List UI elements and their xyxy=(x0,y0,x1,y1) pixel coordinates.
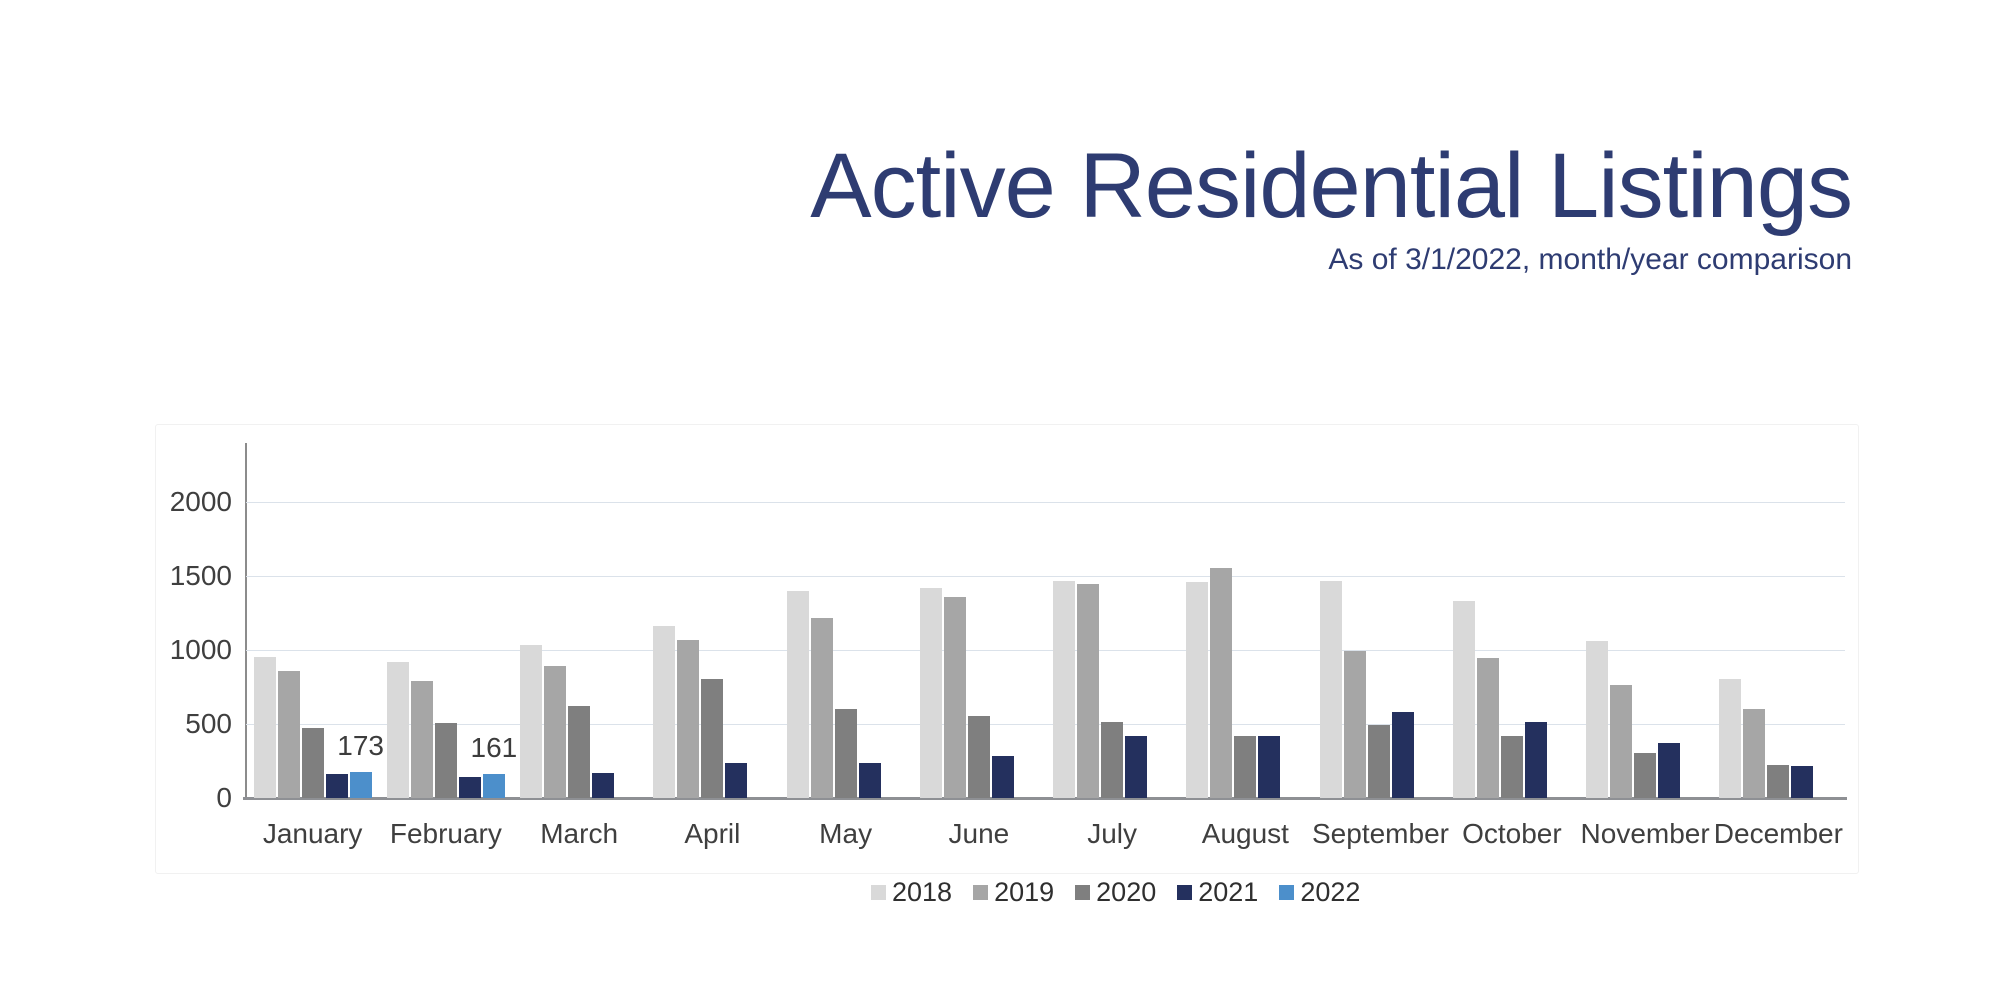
chart-legend: 2018 2019 2020 2021 2022 xyxy=(871,877,1381,907)
bar-2021-december xyxy=(1791,766,1814,798)
legend-swatch-2021 xyxy=(1177,884,1193,900)
bar-2021-june xyxy=(991,755,1014,798)
x-axis-label-november: November xyxy=(1580,818,1710,849)
bar-2020-may xyxy=(834,709,857,798)
legend-label-2018: 2018 xyxy=(892,877,953,907)
bar-2021-may xyxy=(858,763,881,798)
x-axis-label-may: May xyxy=(819,818,873,849)
gridline xyxy=(246,501,1845,503)
bar-2020-april xyxy=(701,679,724,798)
bar-2019-september xyxy=(1343,651,1366,798)
bar-2019-december xyxy=(1743,709,1766,798)
bar-2021-september xyxy=(1391,712,1414,798)
legend-swatch-2018 xyxy=(871,884,886,900)
bar-2018-june xyxy=(919,587,942,798)
y-axis-tick-label: 1500 xyxy=(169,559,232,591)
bar-2020-july xyxy=(1101,722,1124,798)
y-axis-tick-label: 2000 xyxy=(169,485,232,517)
x-axis-label-july: July xyxy=(1087,818,1138,849)
bar-2018-september xyxy=(1319,580,1342,798)
bar-2021-october xyxy=(1524,721,1547,798)
legend-item-2018: 2018 xyxy=(871,877,952,907)
bar-2020-november xyxy=(1634,752,1657,798)
bar-2021-march xyxy=(592,772,615,798)
bar-2018-october xyxy=(1452,600,1475,798)
bar-2019-august xyxy=(1210,567,1233,798)
bar-2018-july xyxy=(1053,580,1076,798)
legend-item-2019: 2019 xyxy=(973,877,1054,907)
bar-2019-march xyxy=(544,666,567,798)
y-axis-tick-label: 1000 xyxy=(169,633,232,665)
bar-2018-january xyxy=(253,657,276,798)
bar-2019-july xyxy=(1077,583,1100,798)
bar-2020-june xyxy=(967,715,990,798)
legend-item-2021: 2021 xyxy=(1177,877,1258,907)
gridline xyxy=(246,575,1845,577)
legend-label-2021: 2021 xyxy=(1198,877,1259,907)
legend-item-2020: 2020 xyxy=(1075,877,1156,907)
bar-2021-november xyxy=(1658,743,1681,798)
data-label-2022-february: 161 xyxy=(470,732,518,764)
x-axis-label-december: December xyxy=(1713,818,1843,849)
y-axis-tick-label: 0 xyxy=(216,782,232,813)
legend-swatch-2019 xyxy=(973,884,989,900)
bar-2018-may xyxy=(786,590,809,798)
x-axis-label-october: October xyxy=(1462,818,1562,849)
x-axis-label-march: March xyxy=(540,818,619,849)
bar-2022-january xyxy=(349,772,372,798)
x-axis-label-august: August xyxy=(1201,818,1289,849)
legend-item-2022: 2022 xyxy=(1279,877,1360,907)
bar-2019-february xyxy=(410,680,433,798)
legend-swatch-2020 xyxy=(1075,884,1091,900)
bar-2020-march xyxy=(568,706,591,798)
gridline xyxy=(246,723,1845,725)
bar-2019-april xyxy=(677,640,700,798)
bar-2021-july xyxy=(1125,735,1148,798)
bar-2019-june xyxy=(943,597,966,798)
bar-2018-august xyxy=(1186,581,1209,798)
bar-2018-february xyxy=(386,661,409,798)
gridline xyxy=(246,649,1845,651)
legend-swatch-2022 xyxy=(1279,884,1295,900)
legend-label-2022: 2022 xyxy=(1300,877,1361,907)
data-label-2022-january: 173 xyxy=(337,730,384,762)
bar-2020-september xyxy=(1367,725,1390,798)
bar-2021-august xyxy=(1258,735,1281,798)
bar-2018-december xyxy=(1719,678,1742,798)
x-axis-label-april: April xyxy=(684,818,741,849)
bar-2018-november xyxy=(1586,640,1609,798)
bar-2021-february xyxy=(458,777,481,798)
chart-subtitle: As of 3/1/2022, month/year comparison xyxy=(1328,243,1852,276)
bar-2019-may xyxy=(810,617,833,798)
bar-2018-march xyxy=(520,644,543,798)
bar-2020-august xyxy=(1234,735,1257,798)
bar-2020-february xyxy=(434,723,457,798)
y-axis-tick-label: 500 xyxy=(185,707,232,739)
legend-label-2019: 2019 xyxy=(994,877,1055,907)
y-axis-line xyxy=(245,443,247,798)
x-axis-label-june: June xyxy=(948,818,1010,849)
bar-2019-november xyxy=(1610,684,1633,798)
bar-2020-december xyxy=(1767,765,1790,798)
bar-2018-april xyxy=(653,626,676,798)
bar-2020-october xyxy=(1500,735,1523,798)
bar-2019-october xyxy=(1476,657,1499,798)
bar-2019-january xyxy=(277,670,300,798)
bar-2021-january xyxy=(325,774,348,798)
bar-2020-january xyxy=(301,728,324,798)
chart-title: Active Residential Listings xyxy=(810,135,1853,237)
x-axis-label-february: February xyxy=(389,818,502,849)
bar-2022-february xyxy=(482,774,505,798)
bar-2021-april xyxy=(725,763,748,798)
legend-label-2020: 2020 xyxy=(1096,877,1157,907)
x-axis-line xyxy=(243,797,1847,800)
x-axis-label-september: September xyxy=(1312,818,1449,849)
x-axis-label-january: January xyxy=(262,818,363,849)
